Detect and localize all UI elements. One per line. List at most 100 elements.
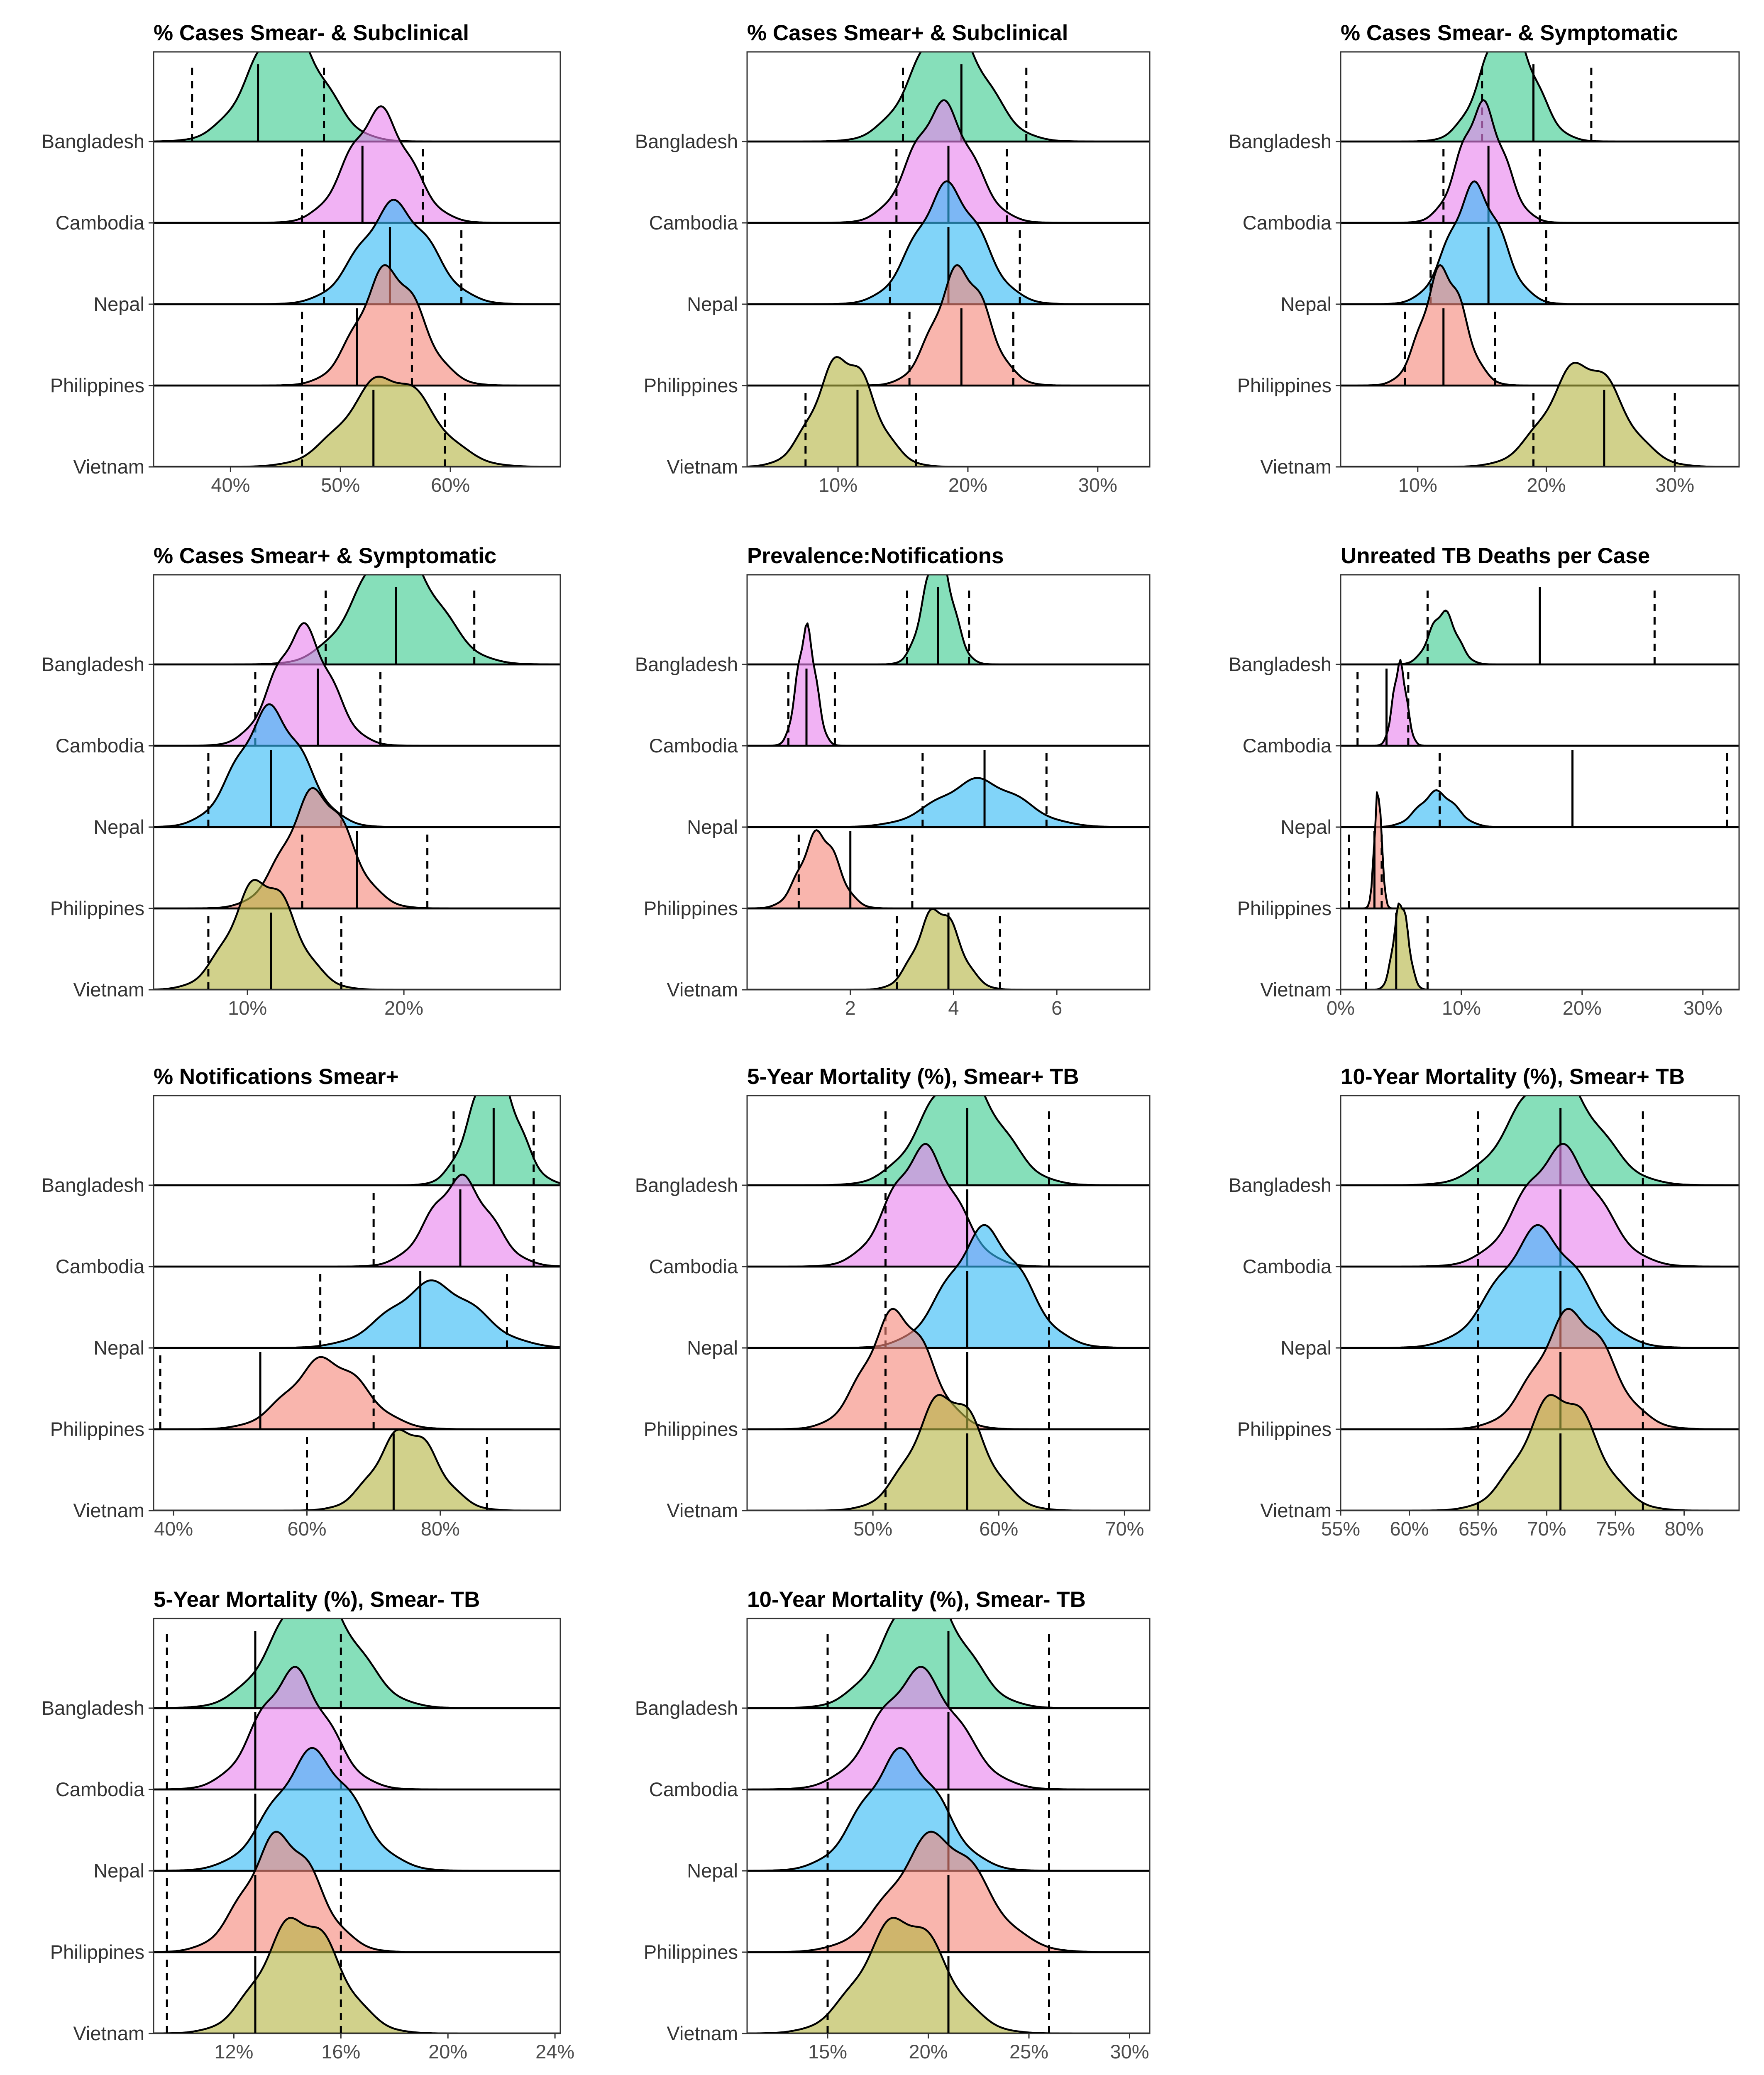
y-label-vietnam: Vietnam: [73, 1499, 144, 1521]
x-tick-label: 40%: [154, 1518, 193, 1540]
x-tick-label: 20%: [1527, 474, 1566, 496]
density-vietnam: [154, 879, 560, 990]
y-label-cambodia: Cambodia: [649, 1778, 738, 1800]
panel-frame: [153, 574, 561, 991]
panel-frame: [1340, 51, 1740, 468]
y-label-bangladesh: Bangladesh: [635, 130, 738, 152]
y-label-philippines: Philippines: [50, 1941, 144, 1963]
panel-cases-smear-subclinical: % Cases Smear- & Subclinical Bangladesh Ca…: [42, 21, 561, 496]
x-tick-label: 24%: [535, 2041, 574, 2063]
density-nepal: [1341, 1224, 1739, 1349]
y-label-bangladesh: Bangladesh: [42, 1174, 144, 1196]
y-label-cambodia: Cambodia: [1243, 735, 1332, 757]
y-label-philippines: Philippines: [644, 1941, 738, 1963]
y-label-philippines: Philippines: [50, 1418, 144, 1440]
y-label-cambodia: Cambodia: [1243, 212, 1332, 234]
density-philippines: [154, 1356, 560, 1431]
x-tick-label: 55%: [1321, 1518, 1360, 1540]
y-label-philippines: Philippines: [50, 374, 144, 396]
panel-frame: [746, 1095, 1151, 1511]
panel-title: 5-Year Mortality (%), Smear- TB: [154, 1587, 480, 1612]
y-label-philippines: Philippines: [1237, 897, 1332, 919]
density-nepal: [154, 1747, 560, 1872]
y-label-vietnam: Vietnam: [1260, 1499, 1332, 1521]
panel-title: % Cases Smear- & Subclinical: [154, 21, 469, 45]
density-vietnam: [1341, 902, 1739, 990]
density-nepal: [154, 1279, 560, 1349]
density-cambodia: [1341, 1143, 1739, 1268]
y-label-vietnam: Vietnam: [667, 979, 738, 1001]
x-tick-label: 10%: [1442, 997, 1481, 1019]
panel-prevalence-notifications: Prevalence:Notifications Bangladesh Cambod…: [635, 544, 1151, 1019]
panel-cases-smear-symptomatic: % Cases Smear- & Symptomatic Bangladesh Ca…: [1229, 21, 1740, 496]
y-label-nepal: Nepal: [687, 1337, 738, 1359]
plot-area: [154, 52, 560, 467]
panel-title: 10-Year Mortality (%), Smear+ TB: [1341, 1064, 1685, 1089]
y-label-bangladesh: Bangladesh: [42, 130, 144, 152]
y-label-nepal: Nepal: [93, 1860, 144, 1882]
y-label-philippines: Philippines: [644, 1418, 738, 1440]
panel-title: 10-Year Mortality (%), Smear- TB: [747, 1587, 1086, 1612]
plot-area: [154, 1618, 560, 2034]
x-tick-label: 10%: [818, 474, 858, 496]
x-tick-label: 50%: [853, 1518, 892, 1540]
x-tick-label: 10%: [1398, 474, 1437, 496]
plot-area: [154, 1096, 560, 1511]
y-label-bangladesh: Bangladesh: [1229, 653, 1332, 675]
y-label-bangladesh: Bangladesh: [635, 1174, 738, 1196]
panel-cases-smear-subclinical: % Cases Smear+ & Subclinical Bangladesh Ca…: [635, 21, 1151, 496]
panel-title: % Cases Smear+ & Symptomatic: [154, 544, 496, 568]
density-vietnam: [747, 1394, 1150, 1511]
y-label-cambodia: Cambodia: [56, 1255, 145, 1277]
density-bangladesh: [747, 52, 1150, 143]
panel-title: 5-Year Mortality (%), Smear+ TB: [747, 1064, 1079, 1089]
x-tick-label: 30%: [1683, 997, 1722, 1019]
panel-title: % Cases Smear+ & Subclinical: [747, 21, 1068, 45]
x-tick-label: 60%: [1390, 1518, 1429, 1540]
density-vietnam: [1341, 1394, 1739, 1511]
density-philippines: [747, 829, 1150, 910]
y-label-philippines: Philippines: [1237, 1418, 1332, 1440]
density-bangladesh: [747, 1096, 1150, 1186]
density-philippines: [1341, 264, 1739, 387]
panel-frame: [153, 1095, 561, 1511]
plot-area: [747, 52, 1150, 467]
y-label-vietnam: Vietnam: [667, 1499, 738, 1521]
x-tick-label: 40%: [211, 474, 250, 496]
plot-area: [1341, 587, 1739, 990]
panel-frame: [153, 51, 561, 468]
y-label-cambodia: Cambodia: [56, 212, 145, 234]
panel-cases-smear-symptomatic: % Cases Smear+ & Symptomatic Bangladesh Ca…: [42, 544, 561, 1019]
x-tick-label: 10%: [228, 997, 267, 1019]
density-cambodia: [154, 105, 560, 224]
y-label-cambodia: Cambodia: [1243, 1255, 1332, 1277]
x-tick-label: 60%: [287, 1518, 326, 1540]
density-bangladesh: [154, 575, 560, 666]
y-label-vietnam: Vietnam: [1260, 456, 1332, 478]
panel-frame: [1340, 1095, 1740, 1511]
y-label-bangladesh: Bangladesh: [635, 1697, 738, 1719]
density-nepal: [747, 777, 1150, 828]
panel-frame: [1340, 574, 1740, 991]
panel-10-year-mortality-smear-tb: 10-Year Mortality (%), Smear- TB Banglade…: [635, 1587, 1151, 2063]
density-bangladesh: [1341, 52, 1739, 143]
y-label-cambodia: Cambodia: [649, 1255, 738, 1277]
y-label-bangladesh: Bangladesh: [635, 653, 738, 675]
y-label-nepal: Nepal: [687, 816, 738, 838]
density-cambodia: [154, 1173, 560, 1268]
density-cambodia: [1341, 659, 1739, 747]
x-tick-label: 20%: [1563, 997, 1602, 1019]
panel-frame: [746, 574, 1151, 991]
density-philippines: [1341, 1308, 1739, 1431]
panel-10-year-mortality-smear-tb: 10-Year Mortality (%), Smear+ TB Banglade…: [1229, 1064, 1740, 1540]
panel-title: % Cases Smear- & Symptomatic: [1341, 21, 1678, 45]
x-tick-label: 65%: [1459, 1518, 1498, 1540]
x-tick-label: 20%: [428, 2041, 467, 2063]
y-label-vietnam: Vietnam: [73, 456, 144, 478]
y-label-philippines: Philippines: [644, 897, 738, 919]
x-tick-label: 2: [845, 997, 856, 1019]
panel-title: Prevalence:Notifications: [747, 544, 1004, 568]
density-nepal: [747, 1224, 1150, 1349]
y-label-bangladesh: Bangladesh: [42, 1697, 144, 1719]
x-tick-label: 30%: [1110, 2041, 1149, 2063]
